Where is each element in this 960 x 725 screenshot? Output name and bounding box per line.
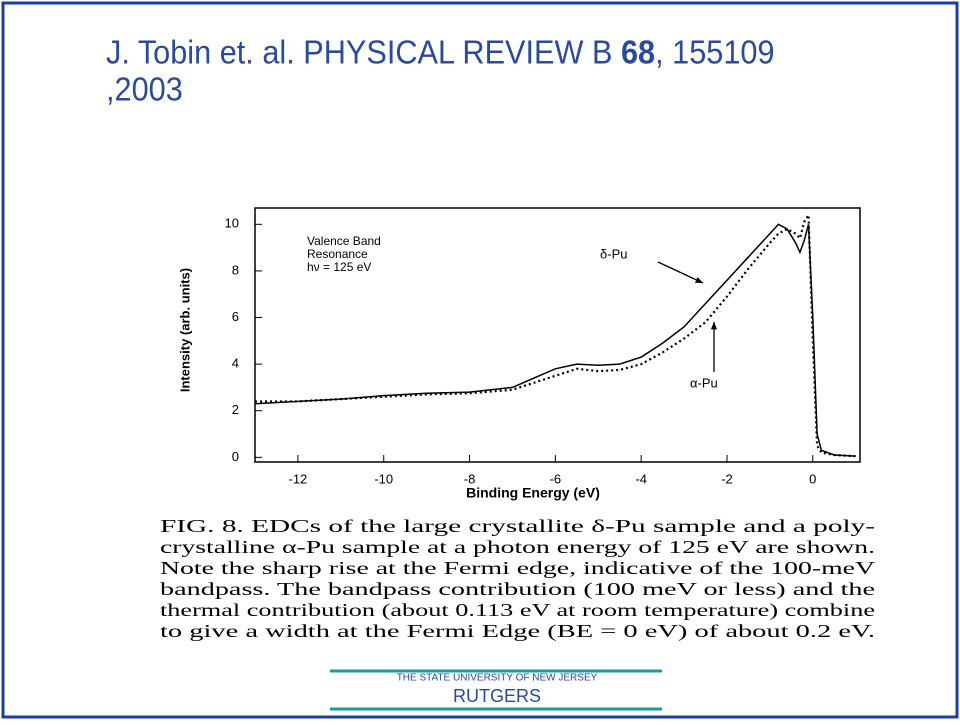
caption-line: crystalline α-Pu sample at a photon ener… <box>160 537 875 557</box>
annotation: Valence Band <box>307 234 381 248</box>
title-suffix: , 155109 <box>655 34 774 71</box>
footer-name: RUTGERS <box>453 686 541 706</box>
y-tick-label: 4 <box>232 356 239 371</box>
plot-frame <box>254 207 861 463</box>
caption-line: FIG. 8. EDCs of the large crystallite δ-… <box>160 516 875 536</box>
x-tick-label: -8 <box>464 471 476 486</box>
series-label: α-Pu <box>690 375 718 390</box>
y-axis-label: Intensity (arb. units) <box>177 268 192 392</box>
annotation: hν = 125 eV <box>307 260 371 274</box>
series-arrowhead <box>695 277 703 283</box>
x-tick-label: -4 <box>635 471 647 486</box>
x-tick-label: -2 <box>721 471 733 486</box>
title-volume: 68 <box>621 34 655 71</box>
footer-university: THE STATE UNIVERSITY OF NEW JERSEY <box>397 673 598 684</box>
y-tick-label: 8 <box>232 262 239 277</box>
title-line2: ,2003 <box>106 71 183 108</box>
series-arrowhead <box>710 322 718 330</box>
x-axis-label: Binding Energy (eV) <box>466 485 600 501</box>
x-tick-label: -12 <box>289 471 308 486</box>
series-label: δ-Pu <box>600 246 627 261</box>
caption-line: to give a width at the Fermi Edge (BE = … <box>160 621 875 641</box>
y-tick-label: 6 <box>232 309 239 324</box>
chart: 0 2 4 6 8 10 -12 -10 -8 -6 -4 -2 0 Binding Energy (eV… <box>177 207 861 501</box>
caption-line: Note the sharp rise at the Fermi edge, i… <box>160 558 876 578</box>
x-tick-label: -6 <box>550 471 562 486</box>
x-tick-label: -10 <box>374 471 393 486</box>
x-tick-label: 0 <box>809 471 816 486</box>
slide-title: J. Tobin et. al. PHYSICAL REVIEW B 68, 1… <box>106 34 775 71</box>
y-tick-label: 10 <box>225 216 239 231</box>
series-line <box>254 223 856 457</box>
caption-line: bandpass. The bandpass contribution (100… <box>160 579 875 599</box>
y-tick-label: 2 <box>232 402 239 417</box>
annotation: Resonance <box>307 247 368 261</box>
caption-line: thermal contribution (about 0.113 eV at … <box>160 600 875 620</box>
caption: FIG. 8. EDCs of the large crystallite δ-… <box>160 516 876 641</box>
title-prefix: J. Tobin et. al. PHYSICAL REVIEW B <box>106 34 621 71</box>
y-tick-label: 0 <box>232 449 239 464</box>
series-arrow <box>657 261 704 284</box>
